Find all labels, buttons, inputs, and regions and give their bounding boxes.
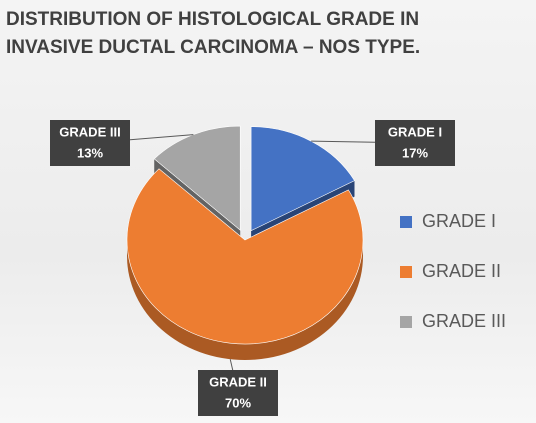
legend-label: GRADE III [422,311,506,331]
legend-swatch [400,316,412,328]
label-box [50,120,130,166]
label-box [198,370,278,416]
legend-swatch [400,216,412,228]
legend-label: GRADE II [422,261,501,281]
data-label-value: 13% [77,145,103,160]
data-label-name: GRADE I [388,124,442,139]
slice [126,168,364,345]
legend-swatch [400,266,412,278]
label-box [375,120,455,166]
data-label-name: GRADE III [59,124,120,139]
data-label-value: 70% [225,395,251,410]
chart-title: DISTRIBUTION OF HISTOLOGICAL GRADE IN IN… [6,9,421,58]
legend-label: GRADE I [422,211,496,231]
data-label-name: GRADE II [209,374,267,389]
data-label-value: 17% [402,145,428,160]
slice [153,125,241,231]
